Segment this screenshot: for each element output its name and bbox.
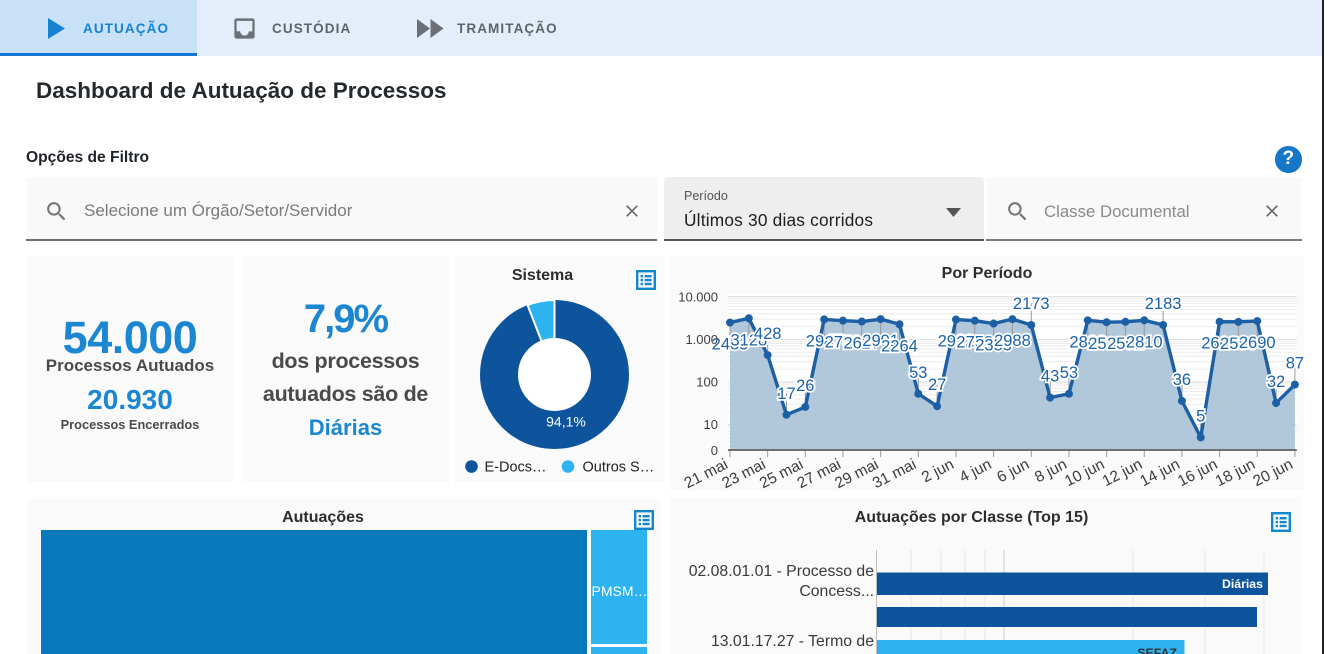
svg-text:2947: 2947 — [806, 332, 843, 350]
svg-text:27: 27 — [928, 376, 946, 394]
svg-text:1.000: 1.000 — [685, 332, 718, 347]
svg-text:10.000: 10.000 — [678, 289, 718, 304]
svg-text:14 jun: 14 jun — [1137, 456, 1182, 490]
svg-text:43: 43 — [1041, 368, 1059, 386]
svg-text:3128: 3128 — [730, 331, 767, 349]
svg-text:26: 26 — [796, 377, 814, 395]
svg-text:8 jun: 8 jun — [1032, 456, 1070, 486]
svg-text:6 jun: 6 jun — [994, 456, 1032, 486]
svg-text:2483: 2483 — [712, 336, 749, 354]
svg-text:94,1%: 94,1% — [546, 414, 586, 430]
svg-text:2602: 2602 — [1201, 335, 1238, 353]
svg-text:12 jun: 12 jun — [1100, 456, 1145, 490]
svg-text:0: 0 — [711, 443, 718, 458]
svg-text:Outros S…: Outros S… — [583, 460, 655, 476]
svg-text:2264: 2264 — [881, 337, 918, 355]
svg-text:87: 87 — [1286, 355, 1304, 373]
svg-text:2752: 2752 — [956, 334, 993, 352]
svg-text:Diárias: Diárias — [1222, 577, 1263, 591]
svg-text:E-Docs…: E-Docs… — [485, 460, 547, 476]
svg-text:10: 10 — [704, 417, 718, 432]
svg-text:100: 100 — [696, 375, 718, 390]
svg-text:5: 5 — [1196, 407, 1205, 425]
svg-text:2810: 2810 — [1126, 333, 1163, 351]
svg-text:32: 32 — [1267, 373, 1285, 391]
svg-text:2922: 2922 — [938, 333, 975, 351]
svg-text:17: 17 — [777, 385, 795, 403]
svg-text:2173: 2173 — [1013, 295, 1050, 313]
svg-text:2690: 2690 — [1239, 334, 1276, 352]
svg-text:2627: 2627 — [843, 335, 880, 353]
svg-text:53: 53 — [909, 364, 927, 382]
svg-text:428: 428 — [754, 325, 782, 343]
svg-text:31 mai: 31 mai — [870, 456, 919, 490]
svg-text:4 jun: 4 jun — [957, 456, 995, 486]
svg-text:2803: 2803 — [1069, 333, 1106, 351]
svg-text:2 jun: 2 jun — [919, 456, 957, 486]
svg-text:2752: 2752 — [825, 334, 862, 352]
svg-text:20 jun: 20 jun — [1250, 456, 1295, 490]
svg-text:2592: 2592 — [1107, 335, 1144, 353]
svg-text:2991: 2991 — [862, 332, 899, 350]
svg-text:2533: 2533 — [1088, 335, 1125, 353]
svg-text:18 jun: 18 jun — [1213, 456, 1258, 490]
svg-text:2988: 2988 — [994, 332, 1031, 350]
svg-text:SEFAZ: SEFAZ — [1137, 646, 1177, 654]
svg-text:36: 36 — [1173, 371, 1191, 389]
svg-text:16 jun: 16 jun — [1175, 456, 1220, 490]
svg-text:53: 53 — [1060, 364, 1078, 382]
svg-text:2183: 2183 — [1145, 295, 1182, 313]
svg-text:2583: 2583 — [1220, 335, 1257, 353]
svg-text:2355: 2355 — [975, 337, 1012, 355]
svg-text:10 jun: 10 jun — [1062, 456, 1107, 490]
